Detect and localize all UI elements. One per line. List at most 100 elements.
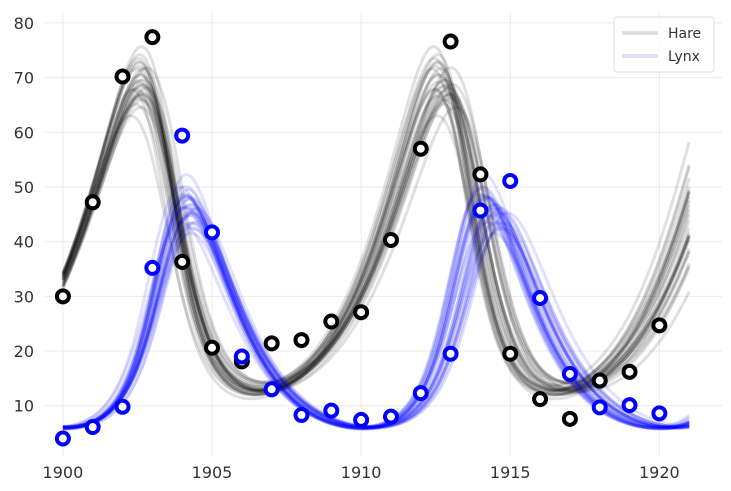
lynx-point	[561, 365, 578, 382]
lynx-point	[353, 411, 370, 428]
lynx-point	[502, 172, 519, 189]
lynx-point	[114, 398, 131, 415]
lynx-posterior-line	[62, 194, 690, 430]
hare-posterior-line	[61, 88, 691, 401]
lynx-posterior-line	[62, 205, 690, 429]
lynx-posterior-line	[62, 221, 690, 430]
lynx-point	[651, 405, 668, 422]
legend-label-lynx: Lynx	[668, 49, 700, 65]
hare-point	[651, 317, 668, 334]
y-tick-label: 10	[14, 397, 34, 416]
hare-posterior-line	[61, 45, 691, 388]
lynx-posterior-line	[62, 220, 690, 429]
legend-label-hare: Hare	[668, 26, 701, 42]
x-tick-label: 1915	[490, 463, 531, 482]
lynx-point	[412, 385, 429, 402]
x-tick-label: 1910	[341, 463, 382, 482]
lynx-point	[84, 419, 101, 436]
hare-point	[323, 313, 340, 330]
y-tick-label: 20	[14, 342, 34, 361]
lynx-point	[532, 289, 549, 306]
legend-box	[613, 16, 715, 73]
hare-point	[84, 194, 101, 211]
hare-point	[174, 253, 191, 270]
hare-posterior-line	[61, 78, 691, 394]
hare-point	[293, 332, 310, 349]
lynx-posterior-line	[62, 205, 690, 429]
hare-posterior-line	[61, 61, 691, 393]
hare-posterior-line	[61, 53, 691, 396]
hare-point	[591, 372, 608, 389]
hare-posterior-line	[61, 92, 691, 394]
hare-point	[561, 410, 578, 427]
lynx-point	[174, 127, 191, 144]
lynx-posterior-line	[62, 210, 690, 431]
lynx-point	[621, 397, 638, 414]
lynx-posterior-line	[62, 211, 690, 429]
lynx-posterior-line	[62, 196, 690, 429]
lynx-posterior-line	[62, 203, 690, 429]
x-axis: 1900 1905 1910 1915 1920	[43, 463, 680, 482]
hare-point	[353, 304, 370, 321]
data-points	[54, 29, 668, 447]
lynx-point	[442, 345, 459, 362]
hare-point	[144, 29, 161, 46]
lynx-posterior-line	[62, 221, 690, 430]
hare-posterior-line	[61, 66, 691, 385]
posterior-curves	[61, 45, 691, 431]
hare-point	[54, 288, 71, 305]
lynx-posterior-line	[62, 185, 690, 429]
lynx-point	[144, 259, 161, 276]
lynx-point	[323, 402, 340, 419]
hare-point	[114, 68, 131, 85]
y-tick-label: 60	[14, 123, 34, 142]
hare-point	[502, 345, 519, 362]
lynx-posterior-line	[62, 192, 691, 430]
lynx-point	[233, 348, 250, 365]
lynx-point	[293, 406, 310, 423]
hare-posterior-line	[61, 93, 691, 393]
hare-posterior-line	[61, 114, 691, 397]
lynx-posterior-line	[62, 187, 691, 429]
hare-posterior-line	[61, 87, 691, 397]
y-tick-label: 50	[14, 178, 34, 197]
hare-posterior-line	[61, 56, 691, 393]
hare-point	[263, 335, 280, 352]
hare-posterior-line	[61, 85, 691, 384]
lynx-posterior-line	[62, 214, 690, 431]
hare-point	[382, 232, 399, 249]
lynx-posterior-line	[62, 195, 690, 430]
hare-posterior-line	[61, 98, 691, 392]
hare-posterior-line	[61, 93, 691, 385]
lynx-posterior-line	[62, 220, 690, 429]
lynx-posterior-line	[62, 213, 690, 429]
hare-posterior-line	[61, 64, 691, 391]
hare-posterior-line	[61, 86, 691, 384]
lynx-point	[204, 224, 221, 241]
hare-point	[204, 339, 221, 356]
lynx-posterior-line	[62, 211, 690, 429]
lynx-posterior-line	[62, 206, 690, 430]
hare-posterior-line	[61, 82, 691, 387]
y-tick-label: 40	[14, 233, 34, 252]
hare-posterior-line	[61, 80, 691, 393]
lynx-posterior-line	[62, 207, 690, 429]
lynx-posterior-line	[62, 206, 690, 430]
lynx-posterior-line	[62, 197, 690, 430]
hare-posterior-line	[61, 83, 691, 392]
hare-posterior-line	[61, 59, 691, 396]
hare-posterior-line	[61, 105, 691, 394]
legend: Hare Lynx	[613, 16, 715, 73]
lynx-point	[382, 408, 399, 425]
hare-posterior-line	[61, 67, 691, 394]
lynx-posterior-line	[62, 194, 690, 431]
hare-posterior-line	[61, 78, 691, 390]
hare-posterior-line	[61, 94, 691, 397]
hare-point	[621, 363, 638, 380]
lynx-point	[54, 430, 71, 447]
y-axis: 10 20 30 40 50 60 70 80	[14, 14, 34, 416]
hare-posterior-line	[61, 102, 691, 396]
hare-point	[532, 391, 549, 408]
lynx-posterior-line	[62, 173, 690, 431]
